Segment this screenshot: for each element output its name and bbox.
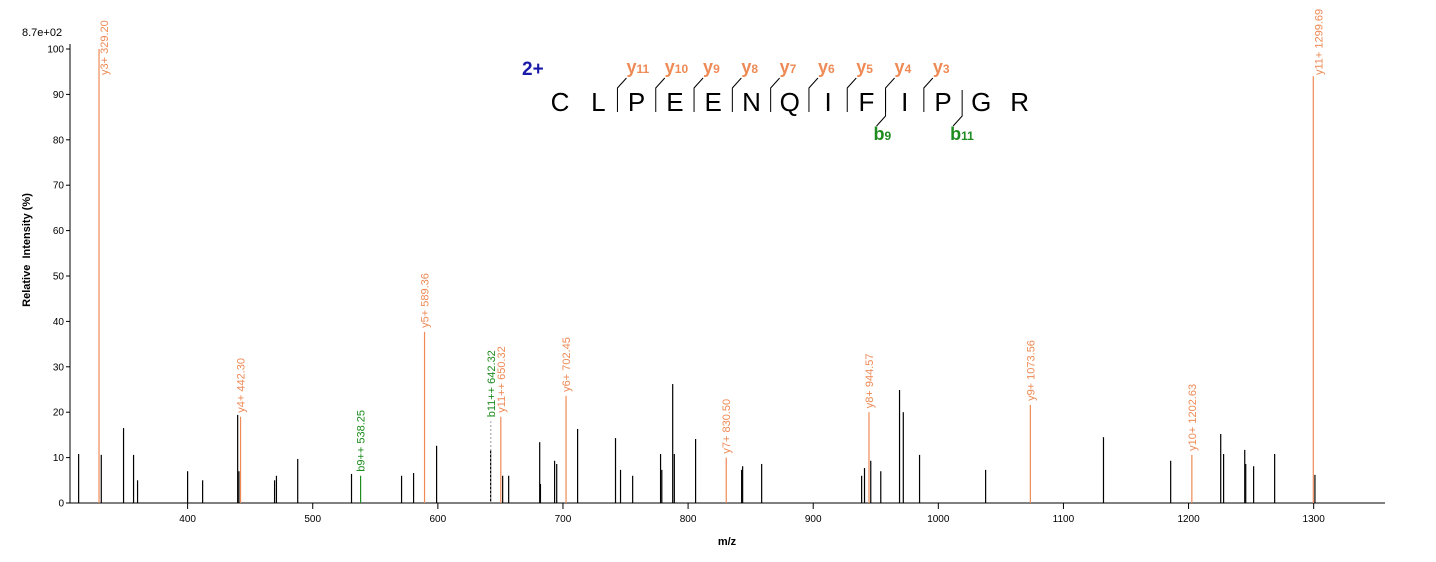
scale-label: 8.7e+02 [22,27,62,39]
residue: P [934,87,951,117]
y-ion-label: y6 [818,57,835,77]
ion-letter: y [665,57,675,77]
y-tick-label: 50 [53,272,65,283]
y-cleavage [923,77,934,112]
peak-label: y10+ 1202.63 [1187,384,1199,451]
ion-letter: y [780,57,790,77]
ion-letter: y [895,57,905,77]
ion-index: 9 [885,129,892,143]
x-tick-label: 800 [680,514,697,525]
residue: I [901,87,908,117]
ion-index: 10 [675,62,689,76]
residue: P [628,87,645,117]
ion-index: 7 [790,62,797,76]
y-tick-label: 20 [53,408,65,419]
x-tick-label: 1200 [1177,514,1200,525]
ion-index: 5 [866,62,873,76]
ion-index: 11 [961,129,974,143]
x-tick-label: 600 [430,514,447,525]
residue: C [551,87,570,117]
y-cleavage [770,77,781,112]
y-cleavage [846,77,857,112]
y-tick-label: 90 [53,90,65,101]
peak-label: y4+ 442.30 [236,358,248,413]
y-tick-label: 60 [53,226,65,237]
peak-label: y7+ 830.50 [721,399,733,454]
y-cleavage [693,77,704,112]
ion-index: 11 [636,62,649,76]
residue: R [1010,87,1029,117]
ion-index: 9 [713,62,720,76]
charge-state: 2+ [522,59,544,80]
peak-label: y5+ 589.36 [420,273,432,328]
ion-letter: b [950,124,961,144]
residue: L [591,87,605,117]
ion-letter: y [818,57,828,77]
peak-label: y8+ 944.57 [864,353,876,408]
residue: N [742,87,761,117]
x-tick-label: 400 [179,514,196,525]
y-cleavage [808,77,819,112]
y-tick-label: 80 [53,135,65,146]
ion-letter: y [703,57,713,77]
y-ion-label: y10 [665,57,689,77]
x-tick-label: 1300 [1303,514,1326,525]
y-ion-label: y3 [933,57,950,77]
peak-label: b9++ 538.25 [356,410,368,472]
x-tick-label: 900 [805,514,822,525]
y-ion-label: y4 [895,57,912,77]
peak-label: y3+ 329.20 [99,20,111,75]
y-tick-label: 40 [53,317,65,328]
y-cleavage [655,77,666,112]
residue: I [824,87,831,117]
peak-label: y11+ 1299.69 [1313,9,1325,75]
y-tick-label: 70 [53,181,65,192]
x-tick-label: 1100 [1053,514,1075,525]
y-ion-label: y8 [741,57,758,77]
peak-label: y11++ 650.32 [496,346,508,412]
y-ion-label: y5 [856,57,873,77]
b-cleavage [876,90,887,127]
ion-index: 8 [751,62,758,76]
y-tick-label: 100 [47,45,64,56]
y-ion-label: y7 [780,57,797,77]
y-ion-label: y11 [626,57,649,77]
residue: E [666,87,683,117]
ion-index: 4 [905,62,912,76]
x-tick-label: 700 [555,514,572,525]
x-tick-label: 1000 [927,514,950,525]
residue: E [705,87,722,117]
y-cleavage [885,77,895,112]
y-tick-label: 30 [53,362,65,373]
b-cleavage [952,90,963,127]
y-cleavage [616,77,627,112]
b-ion-label: b11 [950,124,974,144]
y-cleavage [731,77,742,112]
ion-index: 6 [828,62,835,76]
peak-label: b11++ 642.32 [486,350,498,417]
ion-index: 3 [943,62,950,76]
residue: Q [780,87,800,117]
y-ion-label: y9 [703,57,720,77]
peak-label: y6+ 702.45 [561,337,573,392]
ion-letter: y [626,57,636,77]
y-axis-label: Relative Intensity (%) [21,193,33,307]
x-tick-label: 500 [304,514,321,525]
ion-letter: y [856,57,866,77]
residue: F [858,87,874,117]
y-tick-label: 0 [58,499,64,510]
ion-letter: b [874,124,885,144]
y-tick-label: 10 [53,453,65,464]
ion-letter: y [933,57,943,77]
ion-letter: y [741,57,751,77]
b-ion-label: b9 [874,124,892,144]
x-axis-label: m/z [718,536,737,548]
peak-label: y9+ 1073.56 [1025,340,1037,401]
residue: G [971,87,991,117]
